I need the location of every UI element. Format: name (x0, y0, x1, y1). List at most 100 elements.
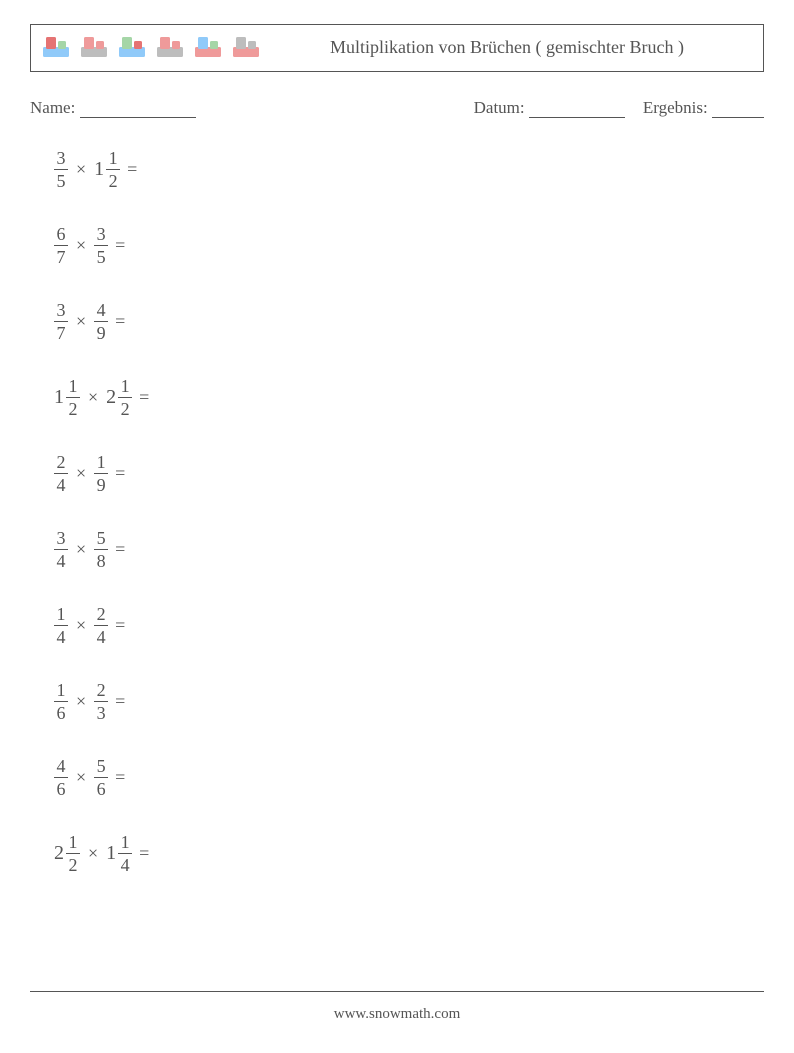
date-label: Datum: (474, 98, 525, 117)
meta-row: Name: Datum: Ergebnis: (30, 98, 764, 118)
numerator: 1 (121, 833, 130, 853)
fraction-a: 16 (54, 681, 68, 722)
numerator: 3 (57, 301, 66, 321)
numerator: 1 (121, 377, 130, 397)
equals-sign: = (132, 387, 149, 408)
denominator: 4 (94, 625, 108, 646)
equals-sign: = (108, 311, 125, 332)
whole-b: 2 (106, 386, 118, 409)
fraction-a: 37 (54, 301, 68, 342)
denominator: 7 (54, 245, 68, 266)
numerator: 6 (57, 225, 66, 245)
problem-row: 34×58= (54, 526, 764, 572)
denominator: 4 (54, 549, 68, 570)
fraction-a: 12 (66, 833, 80, 874)
worksheet-title: Multiplikation von Brüchen ( gemischter … (261, 36, 753, 59)
fraction-b: 35 (94, 225, 108, 266)
numerator: 2 (97, 605, 106, 625)
times-operator: × (68, 767, 94, 788)
problem-row: 14×24= (54, 602, 764, 648)
fraction-b: 49 (94, 301, 108, 342)
times-operator: × (68, 235, 94, 256)
numerator: 1 (57, 681, 66, 701)
fraction-b: 12 (106, 149, 120, 190)
numerator: 5 (97, 757, 106, 777)
problem-row: 24×19= (54, 450, 764, 496)
problem-row: 16×23= (54, 678, 764, 724)
cargo-ship-icon (193, 31, 223, 66)
problem-list: 35×112=67×35=37×49=112×212=24×19=34×58=1… (30, 146, 764, 876)
times-operator: × (80, 843, 106, 864)
footer-text: www.snowmath.com (30, 1006, 764, 1023)
denominator: 5 (94, 245, 108, 266)
numerator: 4 (57, 757, 66, 777)
whole-a: 2 (54, 842, 66, 865)
times-operator: × (68, 159, 94, 180)
numerator: 2 (97, 681, 106, 701)
numerator: 3 (97, 225, 106, 245)
result-label: Ergebnis: (643, 98, 708, 117)
equals-sign: = (132, 843, 149, 864)
fraction-a: 46 (54, 757, 68, 798)
numerator: 4 (97, 301, 106, 321)
times-operator: × (80, 387, 106, 408)
denominator: 2 (66, 853, 80, 874)
denominator: 9 (94, 473, 108, 494)
crane-hook-icon (231, 31, 261, 66)
denominator: 5 (54, 169, 68, 190)
fraction-b: 56 (94, 757, 108, 798)
fraction-b: 24 (94, 605, 108, 646)
equals-sign: = (108, 539, 125, 560)
header-icon-row (41, 31, 261, 66)
numerator: 1 (97, 453, 106, 473)
result-blank[interactable] (712, 100, 764, 118)
fraction-b: 58 (94, 529, 108, 570)
whole-a: 1 (54, 386, 66, 409)
page-footer: www.snowmath.com (30, 991, 764, 1023)
fraction-a: 14 (54, 605, 68, 646)
problem-row: 37×49= (54, 298, 764, 344)
denominator: 9 (94, 321, 108, 342)
denominator: 4 (118, 853, 132, 874)
denominator: 3 (94, 701, 108, 722)
denominator: 4 (54, 473, 68, 494)
numerator: 3 (57, 149, 66, 169)
gas-pump-icon (41, 31, 71, 66)
name-blank[interactable] (80, 100, 196, 118)
problem-row: 35×112= (54, 146, 764, 192)
times-operator: × (68, 311, 94, 332)
fraction-a: 67 (54, 225, 68, 266)
fraction-b: 12 (118, 377, 132, 418)
problem-row: 112×212= (54, 374, 764, 420)
equals-sign: = (108, 767, 125, 788)
denominator: 4 (54, 625, 68, 646)
fraction-a: 34 (54, 529, 68, 570)
problem-row: 212×114= (54, 830, 764, 876)
times-operator: × (68, 615, 94, 636)
problem-row: 67×35= (54, 222, 764, 268)
denominator: 7 (54, 321, 68, 342)
times-operator: × (68, 539, 94, 560)
date-blank[interactable] (529, 100, 625, 118)
denominator: 2 (106, 169, 120, 190)
numerator: 1 (57, 605, 66, 625)
denominator: 6 (54, 777, 68, 798)
crane-arm-icon (79, 31, 109, 66)
whole-b: 1 (106, 842, 118, 865)
name-label: Name: (30, 98, 75, 117)
fraction-b: 14 (118, 833, 132, 874)
equals-sign: = (120, 159, 137, 180)
denominator: 8 (94, 549, 108, 570)
denominator: 2 (118, 397, 132, 418)
whole-b: 1 (94, 158, 106, 181)
numerator: 5 (97, 529, 106, 549)
fraction-a: 12 (66, 377, 80, 418)
fraction-b: 23 (94, 681, 108, 722)
numerator: 1 (69, 833, 78, 853)
numerator: 2 (57, 453, 66, 473)
equals-sign: = (108, 235, 125, 256)
numerator: 1 (109, 149, 118, 169)
worksheet-header: Multiplikation von Brüchen ( gemischter … (30, 24, 764, 72)
fraction-a: 24 (54, 453, 68, 494)
problem-row: 46×56= (54, 754, 764, 800)
